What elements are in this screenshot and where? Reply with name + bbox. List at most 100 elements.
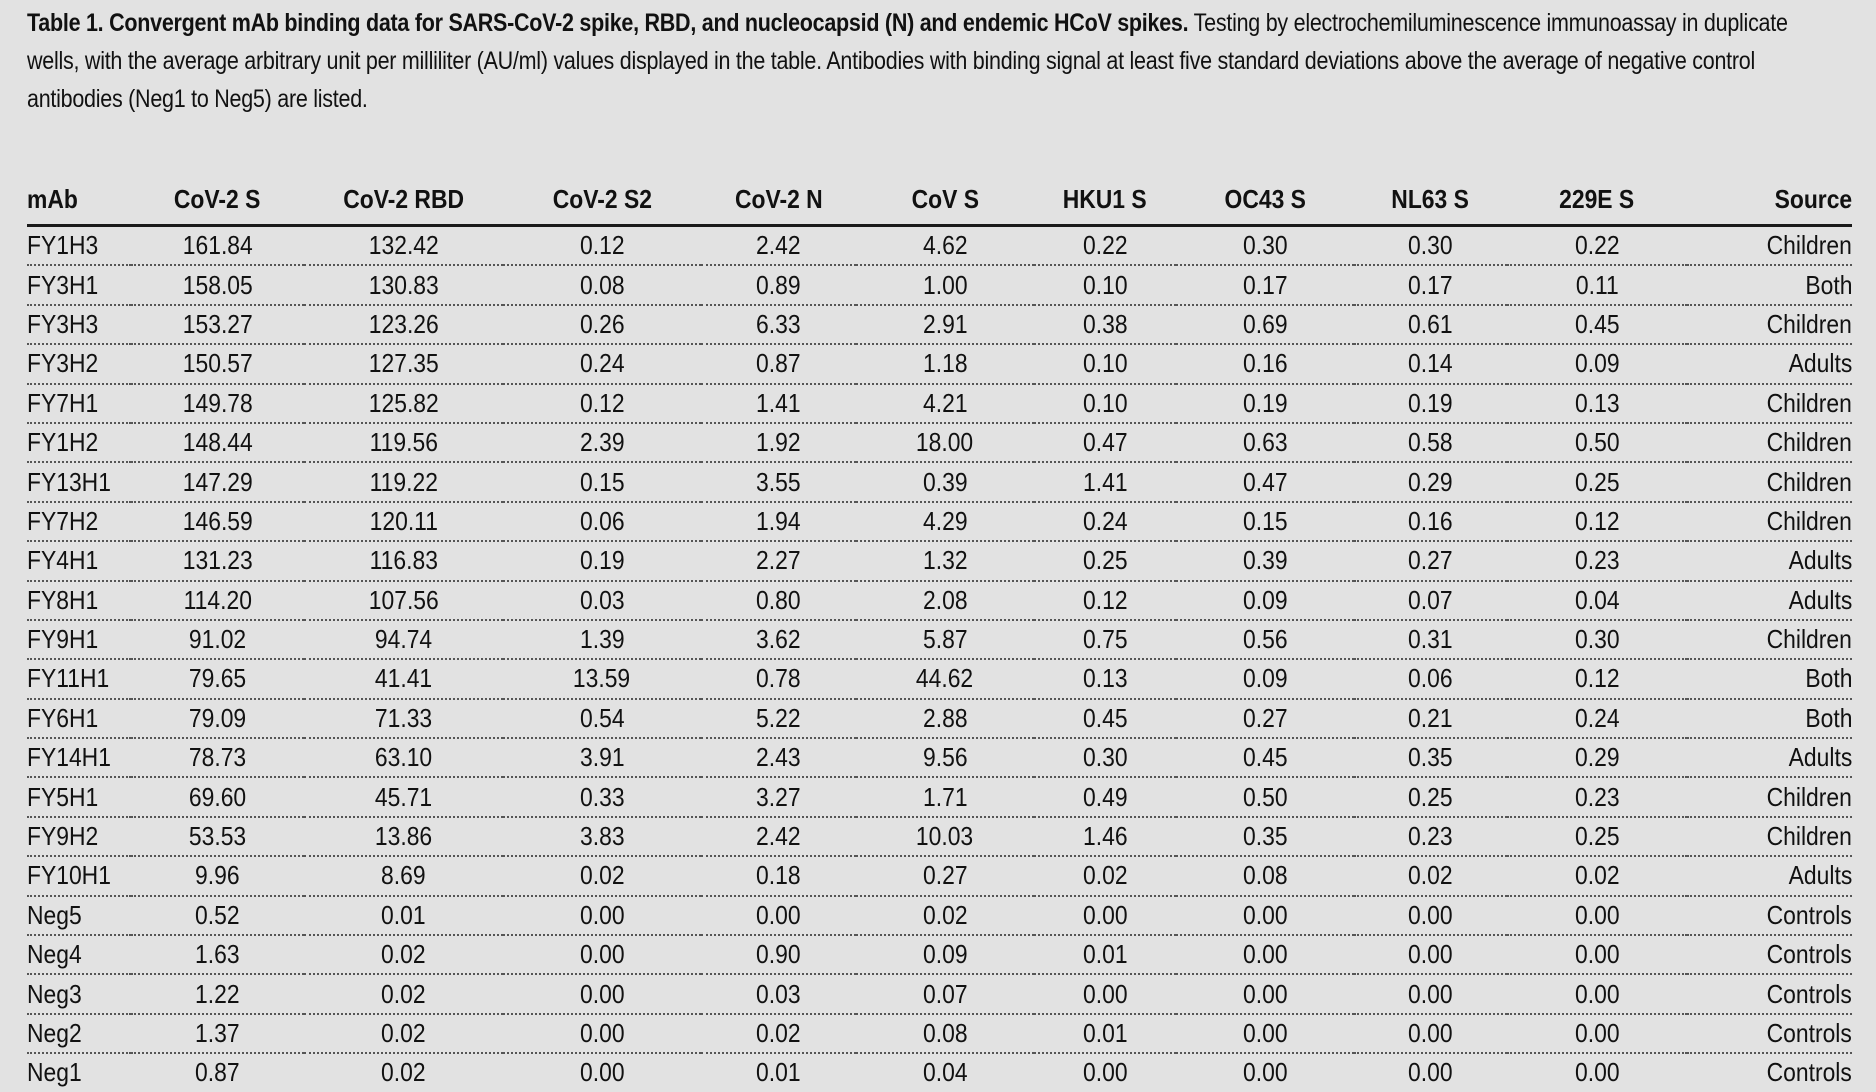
cell-value: 0.09: [1574, 348, 1620, 379]
table-cell-cov-2-rbd: 45.71: [304, 777, 503, 818]
cell-value: 119.56: [369, 427, 438, 458]
table-cell-mab: FY1H3: [27, 225, 131, 267]
table-cell-hku1-s: 0.10: [1034, 344, 1176, 385]
table-cell-nl63-s: 0.14: [1354, 344, 1507, 385]
cell-value: 0.14: [1408, 348, 1453, 379]
table-row: FY7H1 149.78 125.82 0.12 1.41 4.21 0.10 0.19 0.1…: [27, 383, 1852, 424]
table-cell-229e-s: 0.11: [1507, 265, 1687, 306]
cell-value: 131.23: [182, 545, 253, 576]
cell-value: 0.25: [1408, 781, 1453, 812]
cell-value: 0.13: [1574, 387, 1620, 418]
table-cell-mab: FY5H1: [27, 777, 131, 818]
header-row: mAb CoV-2 S CoV-2 RBD CoV-2 S2 CoV-2 N CoV S H…: [27, 174, 1852, 227]
cell-value: 0.06: [579, 505, 625, 536]
table-cell-source: Children: [1687, 777, 1852, 818]
table-cell-229e-s: 0.50: [1507, 422, 1687, 464]
cell-value: 94.74: [374, 624, 433, 655]
cell-value: 0.07: [1408, 584, 1453, 615]
table-cell-cov-2-s: 146.59: [131, 501, 304, 543]
table-cell-hku1-s: 0.00: [1034, 974, 1176, 1015]
cell-value: 91.02: [188, 624, 247, 655]
table-cell-cov-2-s: 69.60: [131, 777, 304, 818]
cell-value: 0.01: [1082, 939, 1128, 970]
cell-value: Both: [1804, 663, 1852, 694]
cell-value: 123.26: [368, 308, 439, 339]
table-cell-mab: FY14H1: [27, 738, 131, 779]
table-cell-cov-2-n: 1.92: [701, 422, 856, 464]
table-cell-mab: Neg2: [27, 1013, 131, 1055]
cell-value: 0.01: [1082, 1018, 1128, 1048]
table-cell-source: Controls: [1687, 1053, 1852, 1091]
cell-value: 0.26: [579, 308, 625, 339]
cell-value: 0.25: [1082, 545, 1128, 576]
table-cell-229e-s: 0.22: [1507, 225, 1687, 267]
table-cell-nl63-s: 0.19: [1354, 383, 1507, 424]
cell-value: 0.27: [1242, 702, 1288, 733]
table-cell-cov-2-s2: 0.26: [503, 304, 701, 346]
table-cell-hku1-s: 0.24: [1034, 501, 1176, 543]
cell-value: 147.29: [182, 466, 253, 497]
table-cell-oc43-s: 0.00: [1176, 935, 1354, 976]
table-cell-cov-s: 1.00: [856, 265, 1034, 306]
table-cell-source: Children: [1687, 225, 1852, 267]
table-cell-229e-s: 0.02: [1507, 856, 1687, 897]
cell-value: 0.04: [922, 1057, 968, 1088]
cell-value: 0.89: [756, 269, 801, 300]
table-cell-cov-s: 0.39: [856, 462, 1034, 503]
cell-value: 0.02: [1574, 860, 1620, 891]
cell-value: 2.42: [756, 821, 801, 852]
table-cell-hku1-s: 0.10: [1034, 265, 1176, 306]
column-header-label: OC43 S: [1224, 183, 1306, 214]
column-header-cov-2-s2: CoV-2 S2: [503, 174, 701, 227]
cell-value: 0.22: [1574, 230, 1620, 261]
table-cell-nl63-s: 0.21: [1354, 698, 1507, 740]
cell-value: 4.21: [922, 387, 968, 418]
cell-value: 63.10: [374, 742, 433, 773]
table-cell-oc43-s: 0.47: [1176, 462, 1354, 503]
table-cell-229e-s: 0.00: [1507, 895, 1687, 937]
table-cell-nl63-s: 0.00: [1354, 935, 1507, 976]
cell-value: 0.09: [1242, 584, 1288, 615]
column-header-label: CoV-2 S2: [552, 183, 652, 214]
table-cell-mab: FY3H1: [27, 265, 131, 306]
cell-value: 127.35: [368, 348, 439, 379]
cell-value: 0.23: [1408, 821, 1453, 852]
table-cell-cov-s: 0.07: [856, 974, 1034, 1015]
column-header-label: NL63 S: [1391, 183, 1470, 214]
cell-value: 0.11: [1575, 269, 1619, 300]
cell-value: 3.27: [756, 781, 801, 812]
table-cell-nl63-s: 0.30: [1354, 225, 1507, 267]
cell-value: 5.87: [922, 624, 968, 655]
table-cell-nl63-s: 0.16: [1354, 501, 1507, 543]
table-cell-cov-2-s: 79.09: [131, 698, 304, 740]
cell-value: 0.27: [922, 860, 968, 891]
column-header-label: CoV-2 RBD: [343, 183, 464, 214]
table-row: Neg1 0.87 0.02 0.00 0.01 0.04 0.00 0.00 0.00 0.00…: [27, 1053, 1852, 1091]
cell-value: Both: [1804, 269, 1852, 300]
cell-value: 0.24: [579, 348, 625, 379]
cell-value: FY6H1: [27, 702, 99, 733]
table-cell-cov-2-s: 1.63: [131, 935, 304, 976]
table-cell-cov-2-s2: 0.15: [503, 462, 701, 503]
table-cell-cov-2-rbd: 71.33: [304, 698, 503, 740]
cell-value: 1.71: [922, 781, 968, 812]
cell-value: 4.62: [922, 230, 968, 261]
table-cell-cov-2-s2: 0.12: [503, 225, 701, 267]
table-cell-cov-2-rbd: 0.02: [304, 1053, 503, 1091]
cell-value: 0.87: [195, 1057, 240, 1088]
cell-value: 2.39: [579, 427, 625, 458]
table-cell-cov-2-s2: 0.00: [503, 974, 701, 1015]
cell-value: 18.00: [916, 427, 974, 458]
cell-value: FY10H1: [27, 860, 111, 891]
table-cell-cov-s: 18.00: [856, 422, 1034, 464]
cell-value: 0.00: [1082, 1057, 1128, 1088]
cell-value: 146.59: [182, 505, 253, 536]
table-cell-cov-2-s: 9.96: [131, 856, 304, 897]
cell-value: 0.27: [1408, 545, 1453, 576]
cell-value: 1.41: [756, 387, 801, 418]
cell-value: Neg1: [27, 1057, 82, 1088]
cell-value: Children: [1766, 466, 1852, 497]
table-cell-cov-2-s: 147.29: [131, 462, 304, 503]
cell-value: Children: [1766, 387, 1852, 418]
